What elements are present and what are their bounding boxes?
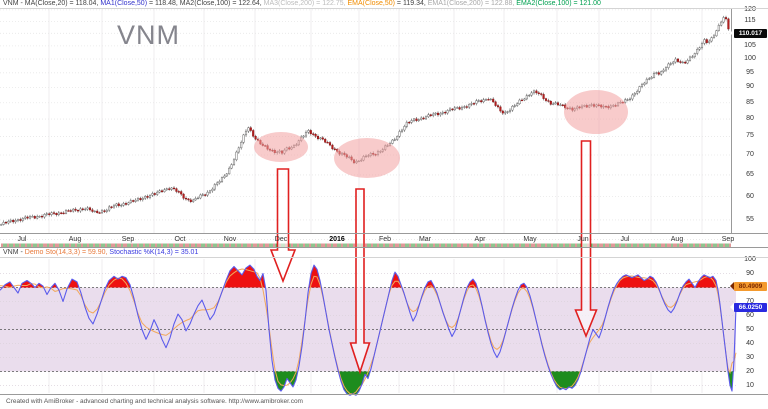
price-axis-label: 115 bbox=[744, 17, 756, 25]
symbol-watermark: VNM bbox=[117, 20, 180, 50]
percent-k-value-badge: 66.0250 bbox=[730, 302, 767, 312]
stochastic-panel-title: VNM - Demo Sto(14,3,3) = 59.90, Stochast… bbox=[3, 249, 198, 257]
price-axis-label: 100 bbox=[744, 54, 756, 62]
price-axis-label: 95 bbox=[746, 68, 754, 76]
month-label-2016: 2016 bbox=[329, 236, 345, 243]
indicator-name: MA3(Close,200) bbox=[263, 0, 315, 7]
price-axis-label: 60 bbox=[746, 192, 754, 200]
stoch-axis-label: 10 bbox=[746, 381, 754, 389]
month-label-dec: Dec bbox=[274, 236, 288, 243]
indicator-value: = 122.88, bbox=[483, 0, 517, 7]
indicator-name: Demo Sto(14,3,3) bbox=[24, 249, 81, 256]
indicator-value: = 118.04, bbox=[67, 0, 101, 7]
price-axis-label: 75 bbox=[746, 132, 754, 140]
stoch-axis-label: 70 bbox=[746, 297, 754, 305]
month-label-jul: Jul bbox=[620, 236, 630, 243]
stoch-axis-label: 30 bbox=[746, 353, 754, 361]
month-label-feb: Feb bbox=[378, 236, 392, 243]
month-label-nov: Nov bbox=[223, 236, 237, 243]
price-axis-label: 120 bbox=[744, 5, 756, 13]
title-symbol-prefix: VNM - bbox=[3, 0, 25, 7]
stoch-axis-label: 100 bbox=[744, 255, 756, 263]
stoch-panel-bottom-border bbox=[0, 394, 768, 395]
indicator-name: MA(Close,20) bbox=[24, 0, 68, 7]
indicator-name: Stochastic %K(14,3) bbox=[109, 249, 173, 256]
indicator-name: MA1(Close,50) bbox=[100, 0, 148, 7]
indicator-name: EMA1(Close,200) bbox=[427, 0, 483, 7]
month-label-oct: Oct bbox=[174, 236, 186, 243]
indicator-value: = 121.00 bbox=[571, 0, 601, 7]
price-axis-label: 65 bbox=[746, 170, 754, 178]
month-label-jul: Jul bbox=[17, 236, 27, 243]
stoch-axis-label: 50 bbox=[746, 325, 754, 333]
indicator-name: EMA2(Close,100) bbox=[516, 0, 572, 7]
price-axis-label: 70 bbox=[746, 151, 754, 158]
month-label-apr: Apr bbox=[474, 236, 486, 243]
indicator-value: = 122.64, bbox=[230, 0, 264, 7]
month-label-may: May bbox=[523, 236, 537, 243]
indicator-value: = 118.48, bbox=[147, 0, 180, 7]
indicator-name: MA2(Close,100) bbox=[179, 0, 231, 7]
price-axis-label: 90 bbox=[746, 83, 754, 91]
month-label-aug: Aug bbox=[670, 236, 684, 243]
main-chart-title: VNM - MA(Close,20) = 118.04, MA1(Close,5… bbox=[3, 0, 601, 8]
title-separator-line bbox=[0, 8, 768, 9]
indicator-value: = 119.34, bbox=[394, 0, 428, 7]
last-price-badge: 110.017 bbox=[730, 28, 767, 38]
date-axis-bottom-border bbox=[0, 247, 768, 248]
month-label-sep: Sep bbox=[121, 236, 135, 243]
price-axis-label: 105 bbox=[744, 41, 756, 49]
month-label-jun: Jun bbox=[577, 236, 589, 243]
month-label-mar: Mar bbox=[418, 236, 432, 243]
main-panel-bottom-border bbox=[0, 233, 768, 234]
indicator-value: = 59.90, bbox=[80, 249, 110, 256]
indicator-value: = 35.01 bbox=[172, 249, 199, 256]
month-label-sep: Sep bbox=[721, 236, 735, 243]
stoch-axis-label: 20 bbox=[746, 367, 754, 375]
stoch-axis-label: 40 bbox=[746, 339, 754, 347]
price-axis-label: 55 bbox=[746, 215, 754, 223]
price-axis-label: 85 bbox=[746, 98, 754, 106]
indicator-value: = 122.75, bbox=[314, 0, 348, 7]
amibroker-credit-text: Created with AmiBroker - advanced charti… bbox=[6, 398, 303, 405]
price-axis-label: 80 bbox=[746, 115, 754, 123]
month-label-aug: Aug bbox=[68, 236, 82, 243]
stoch-axis-label: 60 bbox=[746, 311, 754, 319]
title-symbol-prefix: VNM - bbox=[3, 249, 25, 256]
stoch-axis-label: 90 bbox=[746, 269, 754, 277]
demo-sto-value-badge: 80.4909 bbox=[730, 282, 767, 292]
stoch-title-separator bbox=[0, 257, 768, 258]
indicator-name: EMA(Close,50) bbox=[347, 0, 395, 7]
